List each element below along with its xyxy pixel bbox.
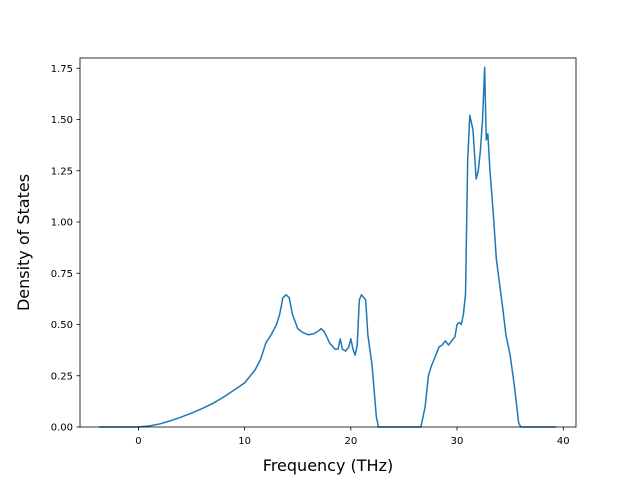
dos-series-line bbox=[99, 66, 556, 428]
y-tick-label: 1.50 bbox=[51, 115, 73, 126]
y-tick-label: 1.75 bbox=[51, 64, 73, 75]
x-tick-label: 0 bbox=[135, 436, 141, 447]
y-axis-ticks: 0.00 0.25 0.50 0.75 1.00 1.25 1.50 1.75 bbox=[51, 64, 80, 434]
y-tick-label: 1.25 bbox=[51, 166, 73, 177]
x-tick-label: 10 bbox=[238, 436, 251, 447]
y-tick-label: 0.00 bbox=[51, 423, 73, 434]
plot-area bbox=[99, 66, 556, 428]
x-tick-label: 20 bbox=[344, 436, 357, 447]
axes-frame bbox=[79, 57, 577, 428]
x-tick-label: 30 bbox=[451, 436, 464, 447]
x-axis-ticks: 0 10 20 30 40 bbox=[135, 427, 570, 447]
y-tick-label: 1.00 bbox=[51, 218, 73, 229]
y-axis-label: Density of States bbox=[14, 174, 33, 311]
y-tick-label: 0.50 bbox=[51, 320, 73, 331]
x-axis-label: Frequency (THz) bbox=[263, 456, 393, 475]
y-tick-label: 0.25 bbox=[51, 371, 73, 382]
x-tick-label: 40 bbox=[557, 436, 570, 447]
y-tick-label: 0.75 bbox=[51, 269, 73, 280]
